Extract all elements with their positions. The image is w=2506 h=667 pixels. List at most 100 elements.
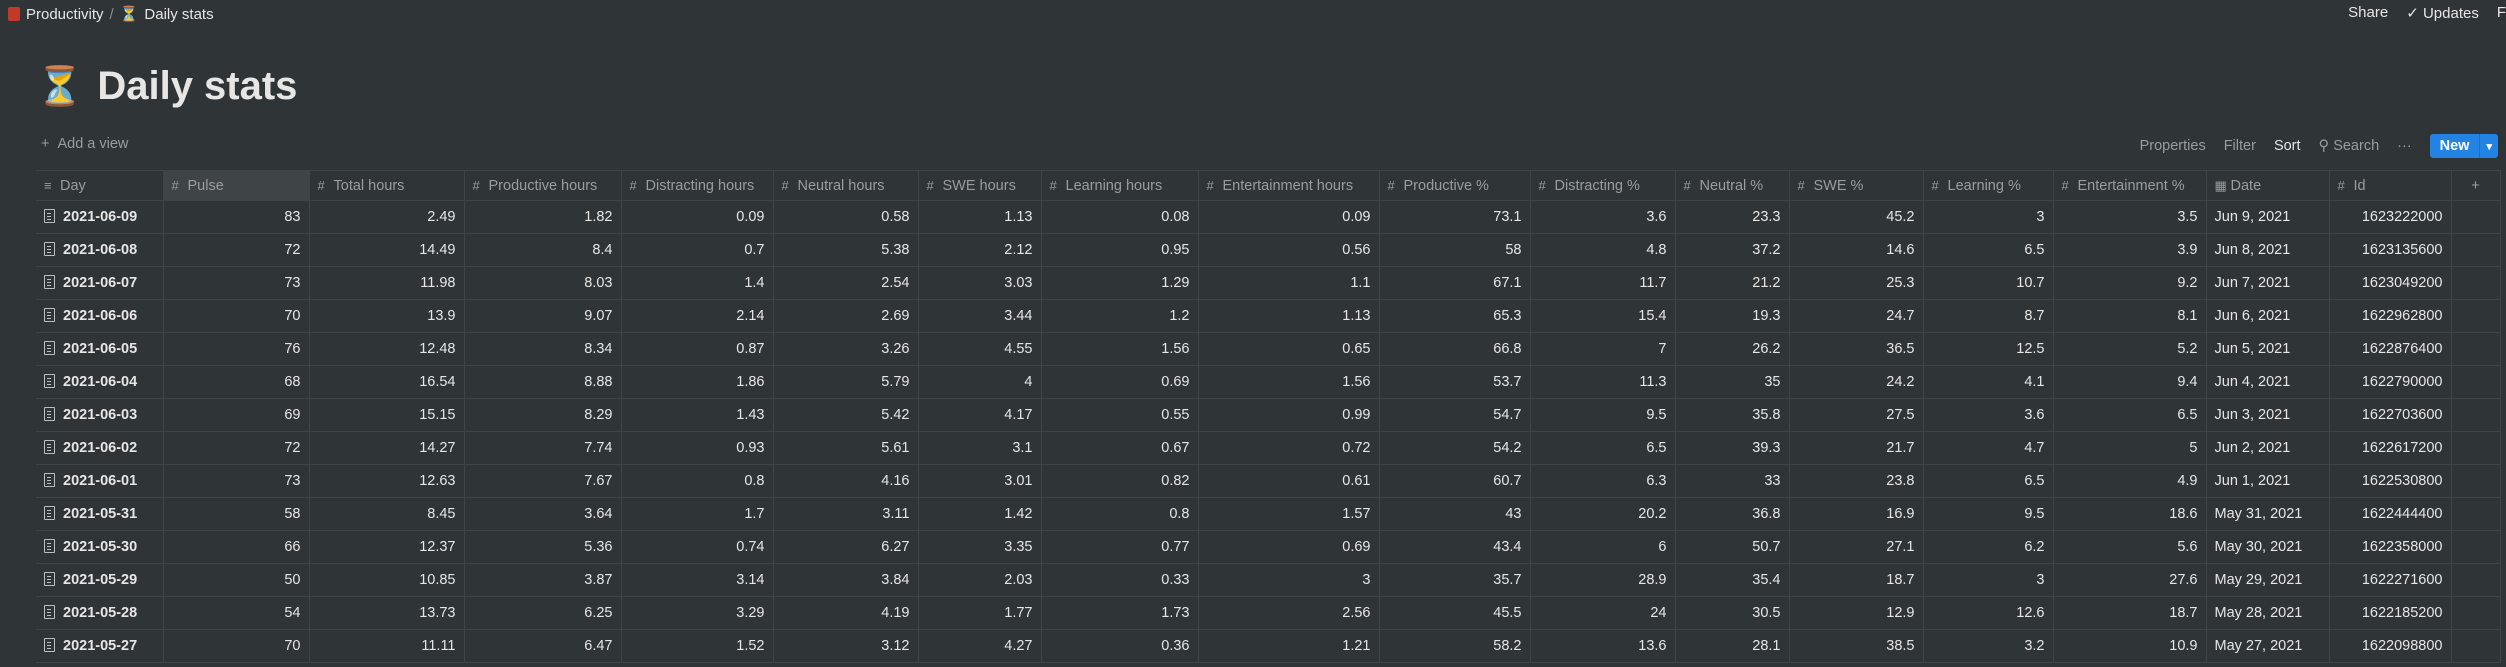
cell-learning-hours[interactable]: 0.8 bbox=[1040, 497, 1199, 531]
cell-productive-hours[interactable]: 3.64 bbox=[463, 497, 622, 531]
row-title-cell[interactable]: 2021-06-05 bbox=[36, 332, 164, 366]
cell-distracting-hours[interactable]: 3.29 bbox=[620, 596, 774, 630]
add-column-button[interactable]: + bbox=[2450, 170, 2501, 201]
cell-total-hours[interactable]: 8.45 bbox=[308, 497, 465, 531]
cell-entertainment-hours[interactable]: 0.99 bbox=[1197, 398, 1380, 432]
cell-learning[interactable]: 9.5 bbox=[1922, 497, 2054, 531]
cell-total-hours[interactable]: 14.49 bbox=[308, 233, 465, 267]
cell-neutral-hours[interactable]: 3.84 bbox=[772, 563, 919, 597]
cell-learning[interactable]: 4.1 bbox=[1922, 365, 2054, 399]
cell-date[interactable]: Jun 9, 2021 bbox=[2205, 200, 2330, 234]
overflow-button[interactable]: F bbox=[2496, 4, 2506, 21]
column-header-swe-hours[interactable]: # SWE hours bbox=[917, 170, 1042, 201]
cell-id[interactable]: 1623135600 bbox=[2328, 233, 2452, 267]
cell-neutral-hours[interactable]: 4.16 bbox=[772, 464, 919, 498]
column-header-entertainment-hours[interactable]: # Entertainment hours bbox=[1197, 170, 1380, 201]
cell-entertainment[interactable]: 10.9 bbox=[2052, 629, 2207, 663]
cell-productive[interactable]: 54.7 bbox=[1378, 398, 1531, 432]
cell-swe[interactable]: 24.7 bbox=[1788, 299, 1924, 333]
cell-productive-hours[interactable]: 7.74 bbox=[463, 431, 622, 465]
cell-productive-hours[interactable]: 3.87 bbox=[463, 563, 622, 597]
cell-entertainment[interactable]: 5 bbox=[2052, 431, 2207, 465]
cell-learning[interactable]: 6.5 bbox=[1922, 233, 2054, 267]
cell-swe[interactable]: 25.3 bbox=[1788, 266, 1924, 300]
cell-pulse[interactable]: 70 bbox=[162, 629, 310, 663]
cell-pulse[interactable]: 73 bbox=[162, 464, 310, 498]
cell-pulse[interactable]: 50 bbox=[162, 563, 310, 597]
column-header-productive[interactable]: # Productive % bbox=[1378, 170, 1531, 201]
cell-pulse[interactable]: 68 bbox=[162, 365, 310, 399]
table-row[interactable]: 2021-06-09 83 2.49 1.82 0.09 0.58 1.13 0.08 0.09… bbox=[36, 200, 2501, 234]
cell-total-hours[interactable]: 12.63 bbox=[308, 464, 465, 498]
table-row[interactable]: 2021-06-07 73 11.98 8.03 1.4 2.54 3.03 1.29 1.1 6… bbox=[36, 266, 2501, 300]
cell-learning-hours[interactable]: 0.77 bbox=[1040, 530, 1199, 564]
cell-neutral[interactable]: 37.2 bbox=[1674, 233, 1790, 267]
cell-distracting-hours[interactable]: 1.4 bbox=[620, 266, 774, 300]
cell-learning-hours[interactable]: 0.67 bbox=[1040, 431, 1199, 465]
cell-entertainment-hours[interactable]: 2.56 bbox=[1197, 596, 1380, 630]
cell-productive-hours[interactable]: 8.88 bbox=[463, 365, 622, 399]
cell-learning-hours[interactable]: 1.73 bbox=[1040, 596, 1199, 630]
row-title-cell[interactable]: 2021-06-09 bbox=[36, 200, 164, 234]
cell-learning[interactable]: 10.7 bbox=[1922, 266, 2054, 300]
cell-swe-hours[interactable]: 3.01 bbox=[917, 464, 1042, 498]
cell-id[interactable]: 1622185200 bbox=[2328, 596, 2452, 630]
row-title-cell[interactable]: 2021-06-07 bbox=[36, 266, 164, 300]
table-row[interactable]: 2021-05-30 66 12.37 5.36 0.74 6.27 3.35 0.77 0.6… bbox=[36, 530, 2501, 564]
cell-id[interactable]: 1622876400 bbox=[2328, 332, 2452, 366]
cell-swe-hours[interactable]: 3.44 bbox=[917, 299, 1042, 333]
table-row[interactable]: 2021-06-03 69 15.15 8.29 1.43 5.42 4.17 0.55 0.9… bbox=[36, 398, 2501, 432]
cell-productive[interactable]: 43.4 bbox=[1378, 530, 1531, 564]
cell-total-hours[interactable]: 15.15 bbox=[308, 398, 465, 432]
cell-date[interactable]: May 29, 2021 bbox=[2205, 563, 2330, 597]
cell-swe-hours[interactable]: 4.55 bbox=[917, 332, 1042, 366]
more-options-icon[interactable]: ··· bbox=[2397, 138, 2412, 154]
row-title-cell[interactable]: 2021-06-08 bbox=[36, 233, 164, 267]
row-title-cell[interactable]: 2021-06-03 bbox=[36, 398, 164, 432]
cell-productive[interactable]: 73.1 bbox=[1378, 200, 1531, 234]
cell-productive-hours[interactable]: 6.47 bbox=[463, 629, 622, 663]
cell-distracting[interactable]: 15.4 bbox=[1529, 299, 1676, 333]
cell-productive-hours[interactable]: 5.36 bbox=[463, 530, 622, 564]
column-header-learning-hours[interactable]: # Learning hours bbox=[1040, 170, 1199, 201]
cell-distracting[interactable]: 6.3 bbox=[1529, 464, 1676, 498]
cell-learning[interactable]: 6.2 bbox=[1922, 530, 2054, 564]
cell-entertainment-hours[interactable]: 3 bbox=[1197, 563, 1380, 597]
cell-date[interactable]: Jun 8, 2021 bbox=[2205, 233, 2330, 267]
cell-neutral[interactable]: 39.3 bbox=[1674, 431, 1790, 465]
cell-id[interactable]: 1622098800 bbox=[2328, 629, 2452, 663]
cell-entertainment-hours[interactable]: 1.1 bbox=[1197, 266, 1380, 300]
table-row[interactable]: 2021-06-04 68 16.54 8.88 1.86 5.79 4 0.69 1.56 53… bbox=[36, 365, 2501, 399]
cell-learning-hours[interactable]: 0.33 bbox=[1040, 563, 1199, 597]
column-header-distracting[interactable]: # Distracting % bbox=[1529, 170, 1676, 201]
cell-distracting-hours[interactable]: 1.43 bbox=[620, 398, 774, 432]
cell-date[interactable]: Jun 1, 2021 bbox=[2205, 464, 2330, 498]
cell-date[interactable]: Jun 2, 2021 bbox=[2205, 431, 2330, 465]
cell-learning-hours[interactable]: 1.29 bbox=[1040, 266, 1199, 300]
cell-neutral[interactable]: 26.2 bbox=[1674, 332, 1790, 366]
new-button[interactable]: New ▾ bbox=[2429, 134, 2498, 158]
cell-distracting[interactable]: 24 bbox=[1529, 596, 1676, 630]
search-button[interactable]: ⚲ Search bbox=[2319, 138, 2380, 154]
cell-distracting[interactable]: 7 bbox=[1529, 332, 1676, 366]
cell-learning[interactable]: 3 bbox=[1922, 200, 2054, 234]
cell-neutral-hours[interactable]: 4.19 bbox=[772, 596, 919, 630]
cell-id[interactable]: 1623049200 bbox=[2328, 266, 2452, 300]
table-row[interactable]: 2021-05-27 70 11.11 6.47 1.52 3.12 4.27 0.36 1.2… bbox=[36, 629, 2501, 663]
cell-entertainment-hours[interactable]: 1.21 bbox=[1197, 629, 1380, 663]
cell-date[interactable]: May 27, 2021 bbox=[2205, 629, 2330, 663]
cell-distracting-hours[interactable]: 0.74 bbox=[620, 530, 774, 564]
column-header-neutral[interactable]: # Neutral % bbox=[1674, 170, 1790, 201]
updates-button[interactable]: ✓ Updates bbox=[2406, 4, 2479, 22]
cell-entertainment-hours[interactable]: 0.61 bbox=[1197, 464, 1380, 498]
cell-productive[interactable]: 58.2 bbox=[1378, 629, 1531, 663]
cell-id[interactable]: 1622358000 bbox=[2328, 530, 2452, 564]
cell-neutral-hours[interactable]: 5.42 bbox=[772, 398, 919, 432]
cell-total-hours[interactable]: 16.54 bbox=[308, 365, 465, 399]
row-title-cell[interactable]: 2021-06-02 bbox=[36, 431, 164, 465]
cell-distracting[interactable]: 28.9 bbox=[1529, 563, 1676, 597]
cell-productive[interactable]: 45.5 bbox=[1378, 596, 1531, 630]
row-title-cell[interactable]: 2021-05-29 bbox=[36, 563, 164, 597]
cell-distracting[interactable]: 3.6 bbox=[1529, 200, 1676, 234]
cell-distracting[interactable]: 4.8 bbox=[1529, 233, 1676, 267]
